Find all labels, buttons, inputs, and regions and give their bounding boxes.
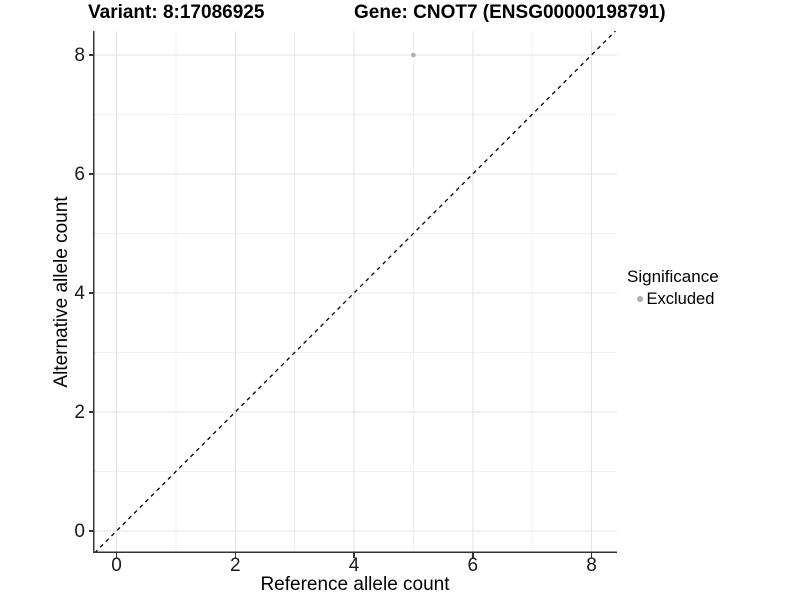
y-tick-mark: [88, 530, 93, 532]
x-tick-label: 8: [586, 555, 597, 576]
x-tick-label: 4: [348, 555, 360, 576]
y-tick-label: 6: [74, 163, 85, 185]
identity-reference-line: [94, 31, 616, 553]
y-tick-label: 2: [74, 401, 85, 423]
x-tick-mark: [353, 553, 355, 558]
legend-point-icon: [637, 296, 643, 302]
y-tick-mark: [88, 54, 93, 56]
x-axis-label: Reference allele count: [260, 574, 450, 595]
y-tick-mark: [88, 292, 93, 294]
legend: Significance Excluded: [627, 267, 719, 309]
x-tick-label: 6: [467, 555, 479, 576]
plot-canvas: [93, 31, 617, 553]
y-tick-label: 8: [74, 44, 85, 66]
x-tick-mark: [590, 553, 593, 558]
x-tick-mark: [234, 553, 236, 558]
legend-entry-excluded: Excluded: [627, 289, 719, 309]
plot-panel: [93, 31, 617, 553]
y-tick-label: 0: [74, 520, 85, 542]
variant-title: Variant: 8:17086925: [88, 2, 265, 23]
x-tick-mark: [115, 553, 118, 558]
legend-entry-label: Excluded: [646, 290, 715, 308]
x-tick-label: 2: [229, 555, 241, 576]
y-tick-mark: [88, 173, 93, 175]
gene-title: Gene: CNOT7 (ENSG00000198791): [354, 2, 666, 23]
x-tick-label: 0: [111, 555, 122, 576]
y-tick-label: 4: [74, 282, 85, 304]
data-point: [411, 52, 416, 58]
legend-title: Significance: [627, 267, 719, 286]
x-tick-mark: [472, 553, 474, 558]
y-tick-mark: [88, 411, 93, 413]
